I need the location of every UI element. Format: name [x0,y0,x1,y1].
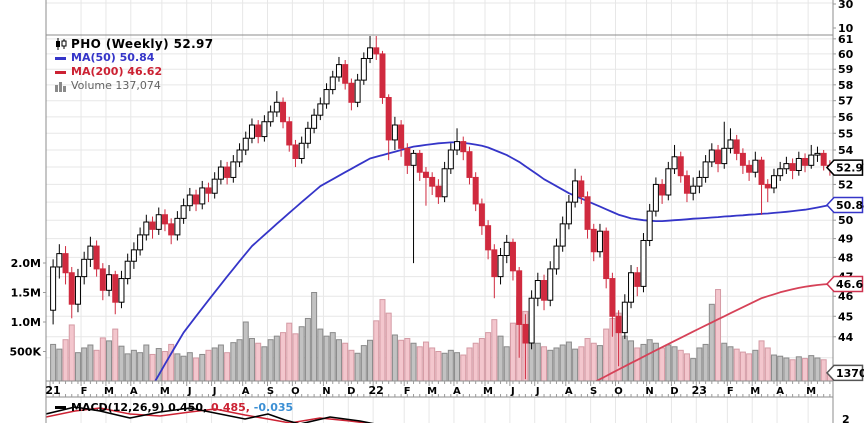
svg-text:O: O [614,386,623,397]
svg-text:D: D [347,386,355,397]
svg-text:2: 2 [842,413,850,423]
ma50-legend-row: MA(50) 50.84 [55,51,214,65]
svg-text:13707: 13707 [836,367,864,380]
svg-text:57: 57 [838,95,853,108]
svg-text:2.0M: 2.0M [11,257,41,270]
svg-text:61: 61 [838,33,853,46]
svg-text:D: D [670,386,678,397]
svg-text:J: J [510,386,515,397]
macd-legend: MACD(12,26,9) 0.450, 0.485, -0.035 [55,401,293,414]
svg-text:44: 44 [838,331,854,344]
svg-text:A: A [130,386,138,397]
axis-badge-52.97: 52.97 [825,159,864,176]
svg-text:52: 52 [838,178,853,191]
svg-text:50: 50 [838,214,854,227]
candlestick-icon [55,38,71,50]
svg-text:M: M [750,386,760,397]
volume-label: Volume 137,074 [71,79,161,92]
macd-line-icon [55,406,66,409]
svg-text:A: A [453,386,461,397]
svg-text:A: A [776,386,784,397]
volume-legend-row: Volume 137,074 [55,79,214,93]
svg-text:F: F [81,386,88,397]
svg-text:60: 60 [838,48,854,61]
svg-text:M: M [104,386,114,397]
svg-text:M: M [427,386,437,397]
volume-bars-icon [55,81,71,92]
svg-text:N: N [645,386,653,397]
svg-text:M: M [160,386,170,397]
svg-text:J: J [212,386,217,397]
svg-text:45: 45 [838,310,853,323]
svg-text:A: A [565,386,573,397]
macd-signal-value: 0.485, [207,401,250,414]
ma200-line-icon [55,70,66,74]
svg-text:54: 54 [838,144,854,157]
svg-text:56: 56 [838,111,854,124]
svg-text:N: N [322,386,330,397]
chart-legend: PHO (Weekly) 52.97 MA(50) 50.84 MA(200) … [55,37,214,93]
svg-text:23: 23 [692,384,707,397]
svg-text:48: 48 [838,251,853,264]
ma200-label: MA(200) 46.62 [71,65,163,78]
ma50-line-icon [55,56,66,60]
svg-text:M: M [483,386,493,397]
svg-text:S: S [267,386,274,397]
svg-text:M: M [806,386,816,397]
symbol-legend-row: PHO (Weekly) 52.97 [55,37,214,51]
svg-text:21: 21 [45,384,60,397]
axis-badge-13707: 13707 [825,364,864,382]
svg-text:55: 55 [838,127,853,140]
macd-label: MACD(12,26,9) 0.450, [71,401,208,414]
svg-text:1.0M: 1.0M [11,316,41,329]
svg-text:52.97: 52.97 [836,162,864,175]
svg-text:49: 49 [838,233,853,246]
svg-text:59: 59 [838,63,853,76]
svg-text:50.84: 50.84 [836,199,864,212]
svg-text:500K: 500K [10,346,42,359]
svg-text:10: 10 [838,22,854,35]
axis-badge-50.84: 50.84 [825,196,864,214]
svg-text:1.5M: 1.5M [11,287,41,300]
ma50-label: MA(50) 50.84 [71,51,155,64]
axis-badge-46.62: 46.62 [825,275,864,293]
svg-text:J: J [187,386,192,397]
svg-text:J: J [535,386,540,397]
svg-text:A: A [242,386,250,397]
macd-histogram-value: -0.035 [249,401,294,414]
svg-text:46: 46 [838,290,854,303]
svg-text:22: 22 [368,384,383,397]
svg-text:46.62: 46.62 [836,278,864,291]
svg-text:O: O [291,386,300,397]
ma200-legend-row: MA(200) 46.62 [55,65,214,79]
svg-text:30: 30 [838,0,854,11]
svg-text:S: S [590,386,597,397]
svg-text:58: 58 [838,79,853,92]
svg-text:F: F [404,386,411,397]
symbol-title: PHO (Weekly) 52.97 [71,37,214,51]
svg-text:F: F [727,386,734,397]
